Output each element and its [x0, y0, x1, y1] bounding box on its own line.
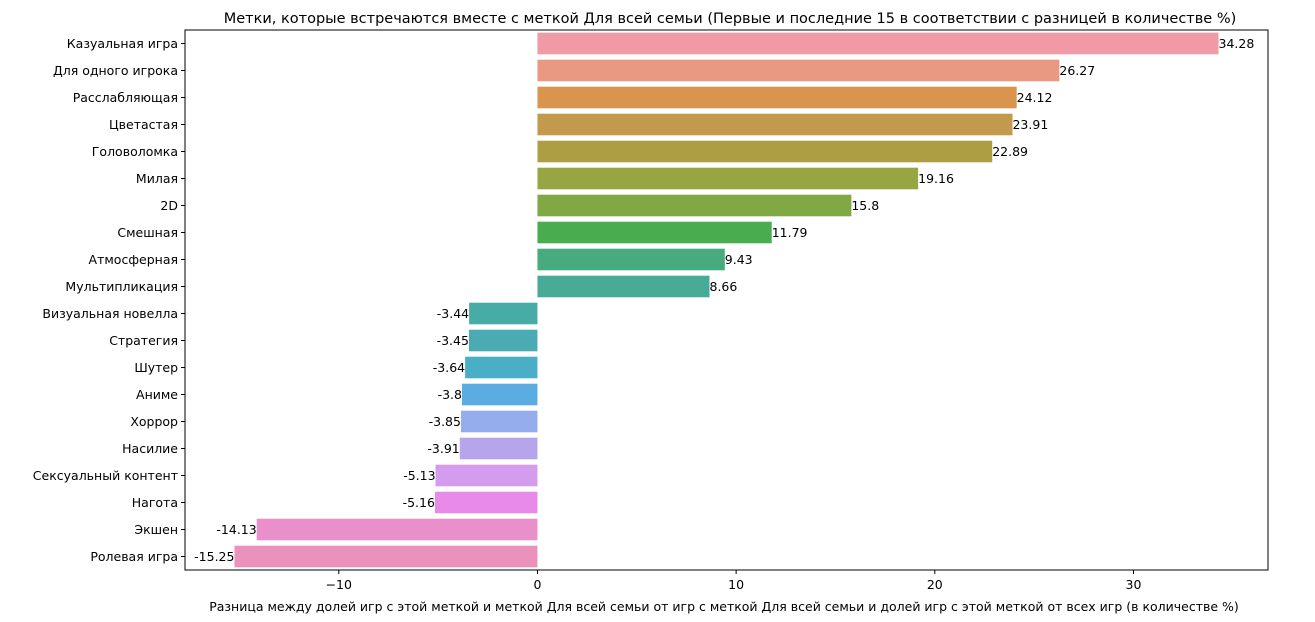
data-labels-group: 34.28 26.27 24.12 23.91 22.89 19.16 15.8 11.79 9…	[194, 36, 1254, 564]
y-tick-label: Смешная	[117, 225, 178, 240]
x-axis-label: Разница между долей игр с этой меткой и …	[209, 599, 1239, 614]
bar	[537, 194, 852, 217]
chart-title: Метки, которые встречаются вместе с метк…	[224, 11, 1237, 27]
bar	[468, 329, 538, 352]
y-axis-ticks: Казуальная игра Для одного игрока Расслабл…	[33, 36, 185, 564]
data-label: 8.66	[710, 279, 738, 294]
data-label: -15.25	[194, 549, 234, 564]
bar	[256, 518, 538, 541]
data-label: -3.44	[437, 306, 469, 321]
bar	[434, 491, 538, 514]
x-tick-label: 0	[533, 577, 541, 592]
data-label: -3.45	[437, 333, 469, 348]
bar	[537, 113, 1013, 136]
bar	[537, 59, 1060, 82]
x-tick-label: 30	[1126, 577, 1142, 592]
bar	[537, 167, 919, 190]
y-tick-label: Атмосферная	[89, 252, 178, 267]
data-label: 24.12	[1017, 90, 1053, 105]
data-label: 34.28	[1219, 36, 1255, 51]
data-label: 15.8	[851, 198, 879, 213]
y-tick-label: Цветастая	[109, 117, 178, 132]
data-label: 23.91	[1012, 117, 1048, 132]
bar	[537, 248, 725, 271]
bar	[537, 221, 772, 244]
data-label: -3.91	[427, 441, 459, 456]
bar	[460, 410, 538, 433]
y-tick-label: Сексуальный контент	[33, 468, 178, 483]
bar	[459, 437, 538, 460]
bar	[469, 302, 538, 325]
bar	[461, 383, 538, 406]
y-tick-label: Ролевая игра	[90, 549, 178, 564]
data-label: 19.16	[918, 171, 954, 186]
bars-group	[234, 32, 1219, 568]
y-tick-label: Головоломка	[92, 144, 178, 159]
plot-frame	[184, 29, 1269, 571]
y-tick-label: 2D	[160, 198, 178, 213]
bar	[537, 140, 993, 163]
y-tick-label: Визуальная новелла	[42, 306, 178, 321]
data-label: -14.13	[216, 522, 256, 537]
y-tick-label: Шутер	[134, 360, 178, 375]
data-label: -3.64	[433, 360, 465, 375]
x-tick-label: 10	[728, 577, 744, 592]
data-label: 26.27	[1059, 63, 1095, 78]
data-label: 11.79	[772, 225, 808, 240]
bar	[537, 32, 1219, 55]
data-label: -5.13	[403, 468, 435, 483]
data-label: 9.43	[725, 252, 753, 267]
bar	[537, 275, 710, 298]
bar	[465, 356, 538, 379]
bar	[435, 464, 538, 487]
y-tick-label: Для одного игрока	[53, 63, 178, 78]
x-tick-label: 20	[927, 577, 943, 592]
y-tick-label: Расслабляющая	[73, 90, 178, 105]
y-tick-label: Насилие	[122, 441, 178, 456]
y-tick-label: Мультипликация	[65, 279, 178, 294]
y-tick-label: Казуальная игра	[67, 36, 178, 51]
data-label: -3.85	[429, 414, 461, 429]
bar	[234, 545, 538, 568]
y-tick-label: Нагота	[132, 495, 178, 510]
x-tick-label: −10	[326, 577, 352, 592]
x-axis-ticks: −10 0 10 20 30	[326, 570, 1142, 592]
y-tick-label: Экшен	[134, 522, 178, 537]
data-label: 22.89	[992, 144, 1028, 159]
data-label: -5.16	[403, 495, 435, 510]
data-label: -3.8	[438, 387, 462, 402]
bar	[537, 86, 1017, 109]
y-tick-label: Аниме	[136, 387, 178, 402]
y-tick-label: Стратегия	[109, 333, 178, 348]
y-tick-label: Милая	[136, 171, 178, 186]
y-tick-label: Хоррор	[130, 414, 178, 429]
